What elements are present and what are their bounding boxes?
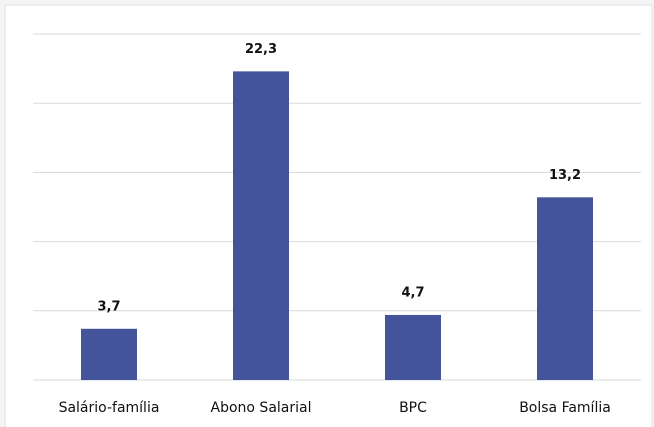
data-label: 3,7 [97, 299, 120, 314]
x-tick-label: Salário-família [59, 400, 160, 416]
data-label: 22,3 [245, 42, 277, 57]
data-label: 4,7 [401, 285, 424, 300]
x-tick-label: Bolsa Família [519, 400, 611, 416]
x-tick-label: BPC [399, 400, 427, 416]
bar [385, 314, 441, 380]
data-label: 13,2 [549, 168, 581, 183]
bar [537, 197, 593, 380]
bar [81, 328, 137, 380]
bar [233, 71, 289, 381]
x-tick-label: Abono Salarial [211, 400, 312, 416]
